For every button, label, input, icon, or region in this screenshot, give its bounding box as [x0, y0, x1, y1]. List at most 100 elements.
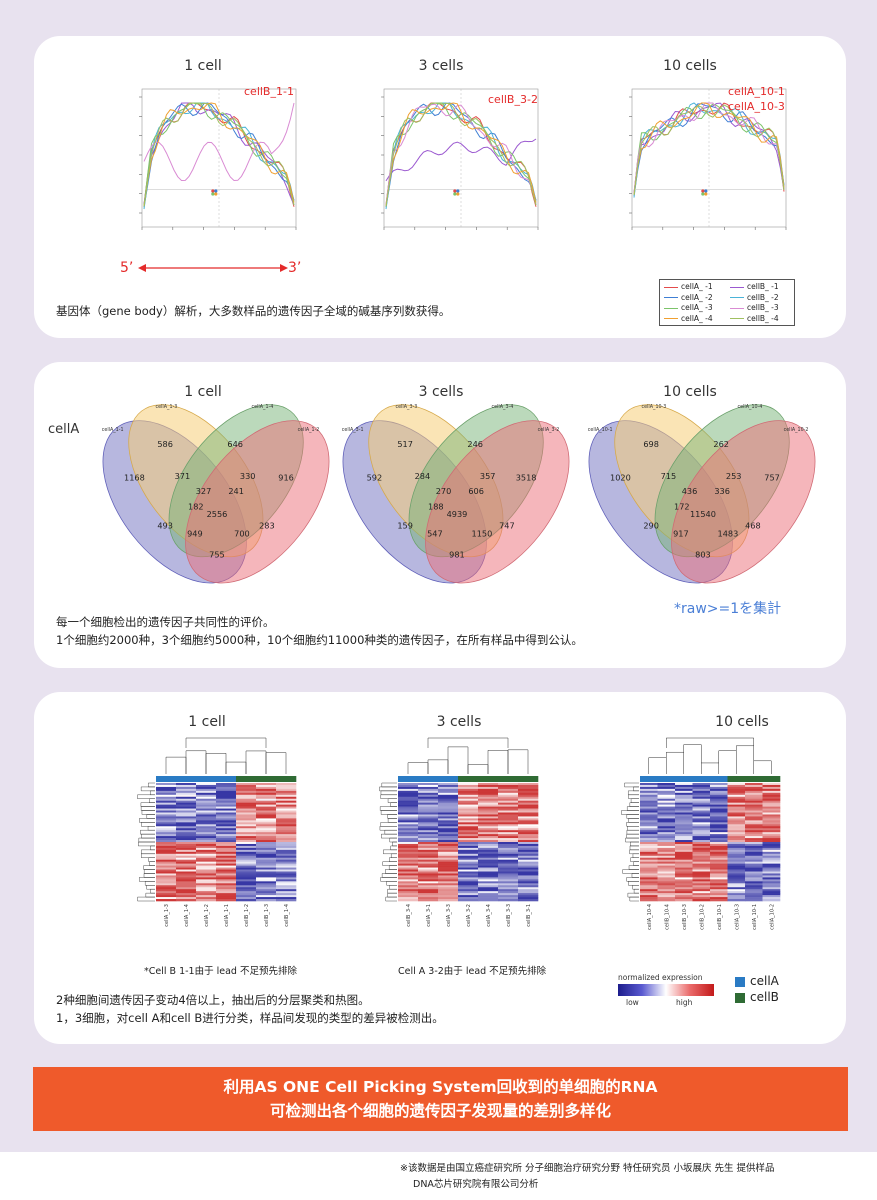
- heatmap-cell: [640, 790, 658, 794]
- heatmap-cell: [418, 820, 439, 823]
- heatmap-cell: [478, 810, 499, 813]
- heatmap-cell: [657, 859, 676, 862]
- group-bar-cell: [418, 776, 439, 782]
- heatmap-cell: [176, 857, 197, 860]
- heatmap-cell: [438, 845, 459, 849]
- heatmap-cell: [640, 875, 658, 878]
- heatmap-cell: [692, 853, 711, 857]
- heatmap-cell: [710, 834, 728, 837]
- venn-region-count: 371: [175, 471, 191, 481]
- heatmap-cell: [498, 855, 519, 859]
- heatmap-cell: [236, 881, 257, 884]
- heatmap-cell: [176, 812, 197, 815]
- heatmap-cell: [438, 784, 459, 788]
- coverage-line: [633, 102, 785, 194]
- heatmap-cell: [745, 790, 763, 794]
- heatmap-cell: [458, 885, 479, 888]
- heatmap-cell: [498, 851, 519, 855]
- heatmap-cell: [458, 855, 479, 859]
- heatmap-cell: [518, 836, 539, 839]
- heatmap-cell: [176, 798, 197, 801]
- heatmap-cell: [458, 798, 479, 801]
- heatmap-cell: [418, 783, 439, 786]
- heatmap-cell: [236, 857, 257, 860]
- heatmap-cell: [762, 838, 781, 841]
- venn-set-label: cellA_3-2: [538, 427, 560, 433]
- venn-set-label: cellA_1-4: [252, 404, 274, 410]
- heatmap-cell: [196, 851, 217, 855]
- heatmap-cell: [398, 879, 419, 882]
- heatmap-cell: [236, 885, 257, 888]
- heatmap-cell: [276, 895, 297, 898]
- venn-panel: 1 cell 3 cells 10 cells cellA cellA_1-1 c…: [34, 362, 846, 668]
- heatmap-cell: [675, 879, 693, 882]
- heatmap-cell: [236, 861, 257, 864]
- heatmap-cell: [675, 814, 693, 817]
- heatmap-cell: [256, 893, 277, 896]
- heatmap-cell: [276, 859, 297, 862]
- heatmap-cell: [216, 796, 237, 800]
- heatmap-cell: [176, 820, 197, 823]
- mean-marker: [456, 192, 460, 196]
- heatmap-cell: [762, 832, 781, 835]
- heatmap-cell: [398, 824, 419, 827]
- heatmap-cell: [692, 800, 711, 803]
- heatmap-cell: [692, 845, 711, 849]
- dendrogram-branch: [387, 892, 397, 898]
- column-label: cellB_1-3: [264, 904, 270, 927]
- heatmap-cell: [657, 826, 676, 829]
- heatmap-cell: [675, 893, 693, 896]
- heatmap-cell: [692, 879, 711, 882]
- heatmap-cell: [745, 855, 763, 859]
- heatmap-cell: [692, 875, 711, 878]
- heatmap-cell: [762, 798, 781, 801]
- dendrogram-branch: [385, 896, 397, 902]
- heatmap-cell: [398, 792, 419, 796]
- heatmap-cell: [710, 871, 728, 874]
- heatmap-cell: [640, 889, 658, 892]
- heatmap-cell: [398, 822, 419, 825]
- heatmap-cell: [276, 843, 297, 847]
- heatmap-cell: [762, 897, 781, 900]
- heatmap-cell: [518, 893, 539, 896]
- heatmap-cell: [675, 800, 693, 803]
- heatmap-cell: [256, 822, 277, 825]
- heatmap-cell: [418, 865, 439, 868]
- heatmap-cell: [176, 843, 197, 847]
- heatmap-cell: [156, 838, 177, 841]
- heatmap-cell: [418, 822, 439, 825]
- heatmap-cell: [438, 877, 459, 880]
- heatmap-cell: [518, 899, 539, 902]
- annot-cellA-10-3: cellA_10-3: [728, 100, 785, 113]
- heatmap-1: cellA_1-3 cellA_1-4 cellA_1-2 cellA_1-1 cell…: [137, 737, 297, 927]
- heatmap-cell: [196, 883, 217, 886]
- heatmap-cell: [498, 865, 519, 868]
- dendrogram-branch: [225, 761, 247, 774]
- heatmap-cell: [727, 877, 746, 880]
- heatmap-cell: [675, 861, 693, 864]
- heatmap-cell: [710, 899, 728, 902]
- heatmap-cell: [657, 814, 676, 817]
- legend-line-marker: [730, 297, 744, 298]
- heatmap-cell: [498, 895, 519, 898]
- dendrogram-branch: [630, 841, 639, 847]
- heatmap-cell: [276, 840, 297, 843]
- heatmap-cell: [176, 885, 197, 888]
- venn-region-count: 646: [227, 439, 243, 449]
- venn-region-count: 253: [726, 471, 742, 481]
- heatmap-cell: [458, 877, 479, 880]
- heatmap-cell: [156, 832, 177, 835]
- heatmap-cell: [458, 800, 479, 803]
- heatmap-cell: [216, 804, 237, 807]
- heatmap-cell: [710, 851, 728, 855]
- heatmap-cell: [398, 855, 419, 859]
- heatmap-cell: [458, 883, 479, 886]
- heatmap-cell: [518, 783, 539, 786]
- hm-note-1: *Cell B 1-1由于 lead 不足预先排除: [144, 966, 297, 977]
- heatmap-cell: [478, 808, 499, 811]
- heatmap-cell: [176, 871, 197, 874]
- heatmap-cell: [176, 806, 197, 809]
- heatmap-cell: [216, 861, 237, 864]
- heatmap-cell: [657, 786, 676, 790]
- heatmap-cell: [418, 816, 439, 819]
